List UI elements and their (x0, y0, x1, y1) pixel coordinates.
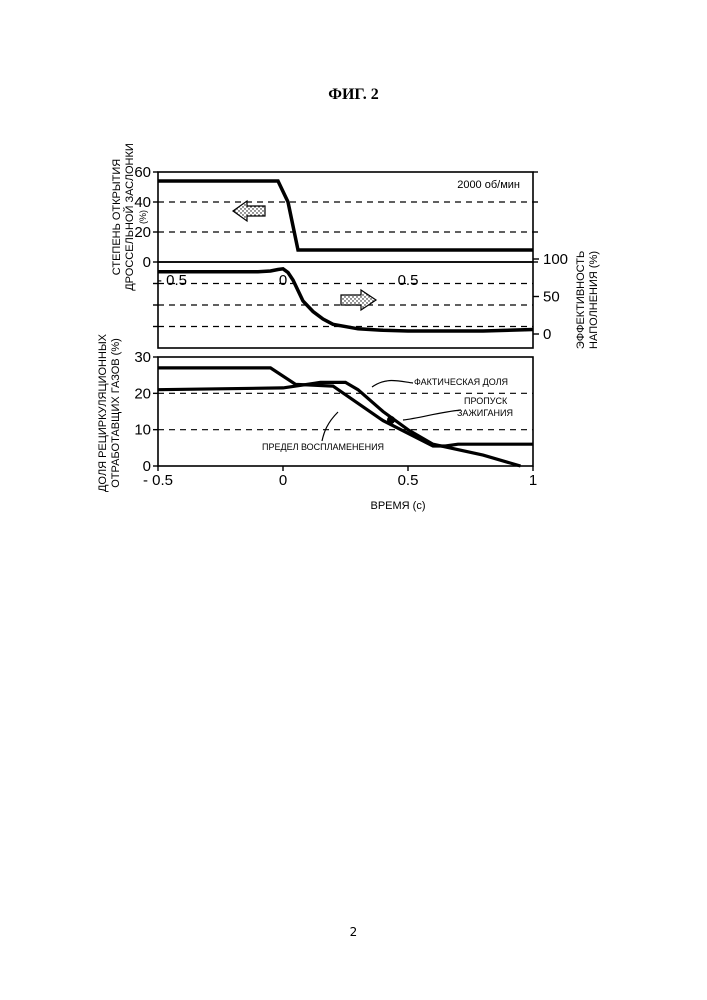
ignition-limit-label: ПРЕДЕЛ ВОСПЛАМЕНЕНИЯ (262, 442, 384, 452)
throttle-y-tick-label: 0 (143, 254, 151, 271)
misfire-leader (403, 410, 461, 420)
ignition-limit-leader (322, 412, 338, 441)
egr-y-tick-label: 10 (134, 422, 151, 439)
misfire-marker (387, 416, 395, 424)
egr-x-tick-label: - 0.5 (143, 472, 173, 489)
left-arrow-icon (233, 201, 265, 221)
throttle-panel: 0 20 40 60 2000 об/мин СТЕПЕНЬ ОТКРЫТИЯ ДРО… (111, 143, 538, 291)
efficiency-y-label-line2: НАПОЛНЕНИЯ (%) (588, 251, 600, 349)
egr-x-tick-label: 1 (529, 472, 537, 489)
egr-y-tick-label: 20 (134, 385, 151, 402)
efficiency-x-tick-label: - 0.5 (157, 272, 187, 289)
efficiency-y-label: ЭФФЕКТИВНОСТЬ НАПОЛНЕНИЯ (%) (575, 251, 600, 349)
throttle-y-label-line2: ДРОССЕЛЬНОЙ ЗАСЛОНКИ (123, 143, 136, 291)
egr-x-tick-label: 0 (279, 472, 287, 489)
throttle-y-tick-label: 20 (134, 224, 151, 241)
misfire-label-line1: ПРОПУСК (464, 396, 508, 406)
egr-y-label-line2: ОТРАБОТАВЩИХ ГАЗОВ (%) (110, 338, 122, 488)
efficiency-x-tick-label: 0 (279, 272, 287, 289)
egr-x-tick-label: 0.5 (398, 472, 419, 489)
rpm-annotation: 2000 об/мин (457, 179, 520, 191)
egr-y-tick-label: 30 (134, 349, 151, 366)
ignition-limit-line (158, 382, 521, 466)
egr-y-ticks: 0102030 (134, 349, 158, 475)
efficiency-y-tick-label: 50 (543, 289, 560, 306)
right-arrow-icon (341, 290, 376, 310)
efficiency-y-tick-label: 100 (543, 251, 568, 268)
efficiency-x-tick-label: 0.5 (398, 272, 419, 289)
actual-ratio-leader (372, 381, 413, 388)
egr-y-label: ДОЛЯ РЕЦИРКУЛЯЦИОННЫХ ОТРАБОТАВЩИХ ГАЗОВ… (97, 333, 122, 492)
misfire-label-line2: ЗАЖИГАНИЯ (457, 408, 513, 418)
throttle-y-label-line1: СТЕПЕНЬ ОТКРЫТИЯ (111, 159, 123, 275)
egr-y-label-line1: ДОЛЯ РЕЦИРКУЛЯЦИОННЫХ (97, 333, 109, 492)
egr-x-ticks: - 0.5 0 0.5 1 (143, 466, 537, 489)
actual-ratio-label: ФАКТИЧЕСКАЯ ДОЛЯ (414, 377, 508, 387)
throttle-y-tick-label: 40 (134, 194, 151, 211)
egr-panel: 0 10 20 30 - 0.5 0 0.5 1 ФАКТИЧЕСКАЯ ДОЛЯ ПРОП… (97, 333, 537, 512)
throttle-y-label-unit: (%) (138, 210, 148, 224)
page-number: 2 (0, 925, 707, 939)
efficiency-y-tick-label: 0 (543, 326, 551, 343)
efficiency-y-label-line1: ЭФФЕКТИВНОСТЬ (575, 251, 587, 349)
throttle-grid (158, 202, 533, 232)
throttle-y-tick-label: 60 (134, 164, 151, 181)
x-axis-label: ВРЕМЯ (с) (371, 500, 426, 512)
efficiency-panel: 0 50 100 - 0.5 0 0.5 ЭФФЕКТИВНОСТЬ НАПОЛНЕНИ… (153, 251, 600, 349)
throttle-series-line (158, 181, 533, 250)
